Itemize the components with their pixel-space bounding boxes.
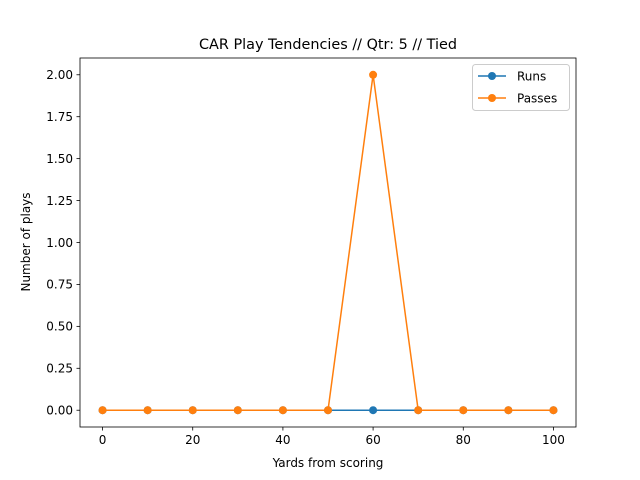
- data-point-passes: [459, 406, 468, 415]
- data-point-passes: [278, 406, 287, 415]
- x-tick-label: 60: [365, 433, 380, 447]
- x-tick-label: 40: [275, 433, 290, 447]
- y-tick-label: 1.75: [46, 110, 73, 124]
- data-point-passes: [324, 406, 332, 415]
- legend: Runs Passes: [472, 64, 570, 111]
- legend-marker-runs: [488, 72, 496, 80]
- y-tick-label: 1.00: [46, 236, 73, 250]
- y-tick-label: 1.50: [46, 152, 73, 166]
- x-axis-label: Yards from scoring: [272, 456, 384, 470]
- y-tick-label: 0.75: [46, 278, 73, 292]
- data-point-passes: [504, 406, 513, 415]
- x-tick-label: 20: [185, 433, 200, 447]
- legend-label-passes: Passes: [517, 91, 557, 105]
- legend-marker-passes: [488, 94, 496, 102]
- x-tick-label: 0: [99, 433, 107, 447]
- x-tick-label: 80: [456, 433, 471, 447]
- data-point-passes: [549, 406, 558, 415]
- data-point-runs: [369, 406, 378, 415]
- data-point-passes: [233, 406, 242, 415]
- y-tick-label: 0.50: [46, 320, 73, 334]
- y-axis-label: Number of plays: [19, 192, 33, 291]
- y-tick-label: 0.25: [46, 362, 73, 376]
- x-tick-label: 100: [542, 433, 565, 447]
- y-tick-label: 2.00: [46, 68, 73, 82]
- chart-title: CAR Play Tendencies // Qtr: 5 // Tied: [199, 37, 457, 53]
- data-point-passes: [143, 406, 152, 415]
- data-point-passes: [369, 70, 378, 79]
- plot-area: 0 20 40 60 80 100 0.00 0.25 0.50 0.75 1.00 1.25 1.50…: [46, 57, 577, 447]
- data-point-passes: [188, 406, 197, 415]
- data-point-passes: [98, 406, 107, 415]
- data-point-passes: [414, 406, 423, 415]
- y-tick-label: 1.25: [46, 194, 73, 208]
- legend-label-runs: Runs: [517, 69, 546, 83]
- y-tick-label: 0.00: [46, 404, 73, 418]
